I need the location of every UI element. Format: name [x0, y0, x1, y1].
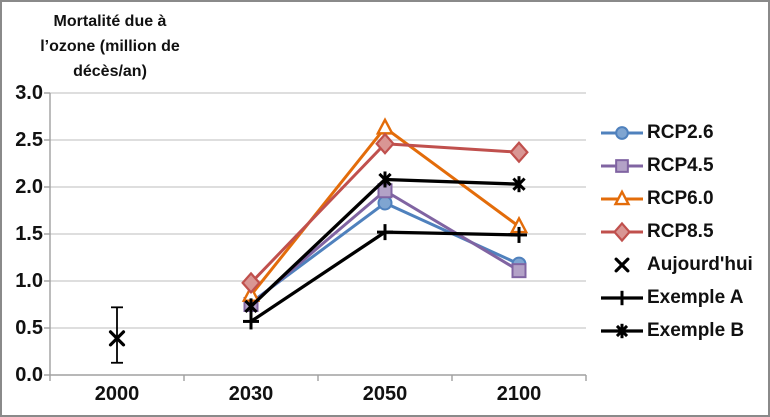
chart-title-line-1: Mortalité due à: [53, 13, 167, 30]
legend-label: Exemple A: [647, 286, 744, 308]
y-axis-label: 3.0: [15, 82, 43, 104]
circle-marker: [615, 125, 629, 140]
legend-label: Exemple B: [647, 319, 745, 341]
chart-title: Mortalité due à l’ozone (million de décè…: [12, 9, 208, 84]
y-axis-label: 2.0: [15, 176, 43, 198]
plus-marker: [377, 224, 393, 241]
legend-item-exemple-a: Exemple A: [599, 281, 768, 314]
legend-item-rcp2-6: RCP2.6: [599, 116, 768, 149]
legend-swatch-exemple-a: [601, 290, 643, 305]
series-aujourd-hui: [108, 306, 126, 364]
diamond-marker: [613, 221, 631, 242]
legend-label: RCP8.5: [647, 220, 714, 242]
legend-label: RCP2.6: [647, 121, 714, 143]
diamond-marker: [375, 132, 395, 155]
triangle-marker: [613, 188, 631, 205]
series-exemple-a: [243, 224, 527, 330]
y-axis-label: 1.0: [15, 270, 43, 292]
asterisk-marker: [512, 176, 526, 193]
plus-marker: [511, 226, 527, 243]
legend-swatch-rcp4-5: [601, 158, 643, 173]
legend-item-exemple-b: Exemple B: [599, 314, 768, 347]
diamond-marker: [509, 141, 529, 164]
x-marker: [614, 257, 630, 272]
legend-swatch-aujourd-hui: [614, 257, 630, 272]
legend-swatch-exemple-b: [601, 323, 643, 338]
y-axis-label: 0.5: [15, 317, 43, 339]
chart-title-line-3: décès/an): [73, 63, 147, 80]
asterisk-marker: [378, 171, 392, 188]
series-rcp8-5: [241, 132, 529, 295]
plus-marker: [243, 313, 259, 330]
asterisk-marker: [615, 323, 629, 338]
legend-item-aujourd-hui: Aujourd'hui: [599, 248, 768, 281]
x-marker: [108, 330, 126, 347]
circle-marker: [377, 195, 393, 211]
square-marker: [615, 158, 629, 173]
x-axis-label: 2000: [94, 383, 140, 405]
legend-label: Aujourd'hui: [647, 253, 753, 275]
error-bar: [111, 306, 123, 364]
asterisk-marker: [244, 298, 258, 315]
triangle-marker: [375, 117, 395, 135]
chart-title-line-2: l’ozone (million de: [40, 38, 180, 55]
square-marker: [511, 263, 527, 279]
legend-item-rcp6-0: RCP6.0: [599, 182, 768, 215]
x-axis-label: 2050: [362, 383, 408, 405]
legend-swatch-rcp2-6: [601, 125, 643, 140]
y-axis-label: 0.0: [15, 364, 43, 386]
legend-item-rcp8-5: RCP8.5: [599, 215, 768, 248]
plus-marker: [614, 290, 630, 305]
legend-swatch-rcp8-5: [601, 221, 643, 242]
series-line: [249, 142, 520, 284]
diamond-marker: [241, 271, 261, 295]
y-axis-label: 1.5: [15, 223, 43, 245]
x-axis-label: 2100: [496, 383, 542, 405]
y-axis-label: 2.5: [15, 129, 43, 151]
x-axis-label: 2030: [228, 383, 274, 405]
legend-label: RCP6.0: [647, 187, 714, 209]
series-exemple-b: [244, 171, 526, 315]
series-line: [250, 201, 520, 304]
legend-label: RCP4.5: [647, 154, 714, 176]
legend: RCP2.6 RCP4.5 RCP6.0 RCP8.5 Aujourd'hui Exemp…: [599, 116, 768, 347]
legend-item-rcp4-5: RCP4.5: [599, 149, 768, 182]
legend-swatch-rcp6-0: [601, 188, 643, 205]
